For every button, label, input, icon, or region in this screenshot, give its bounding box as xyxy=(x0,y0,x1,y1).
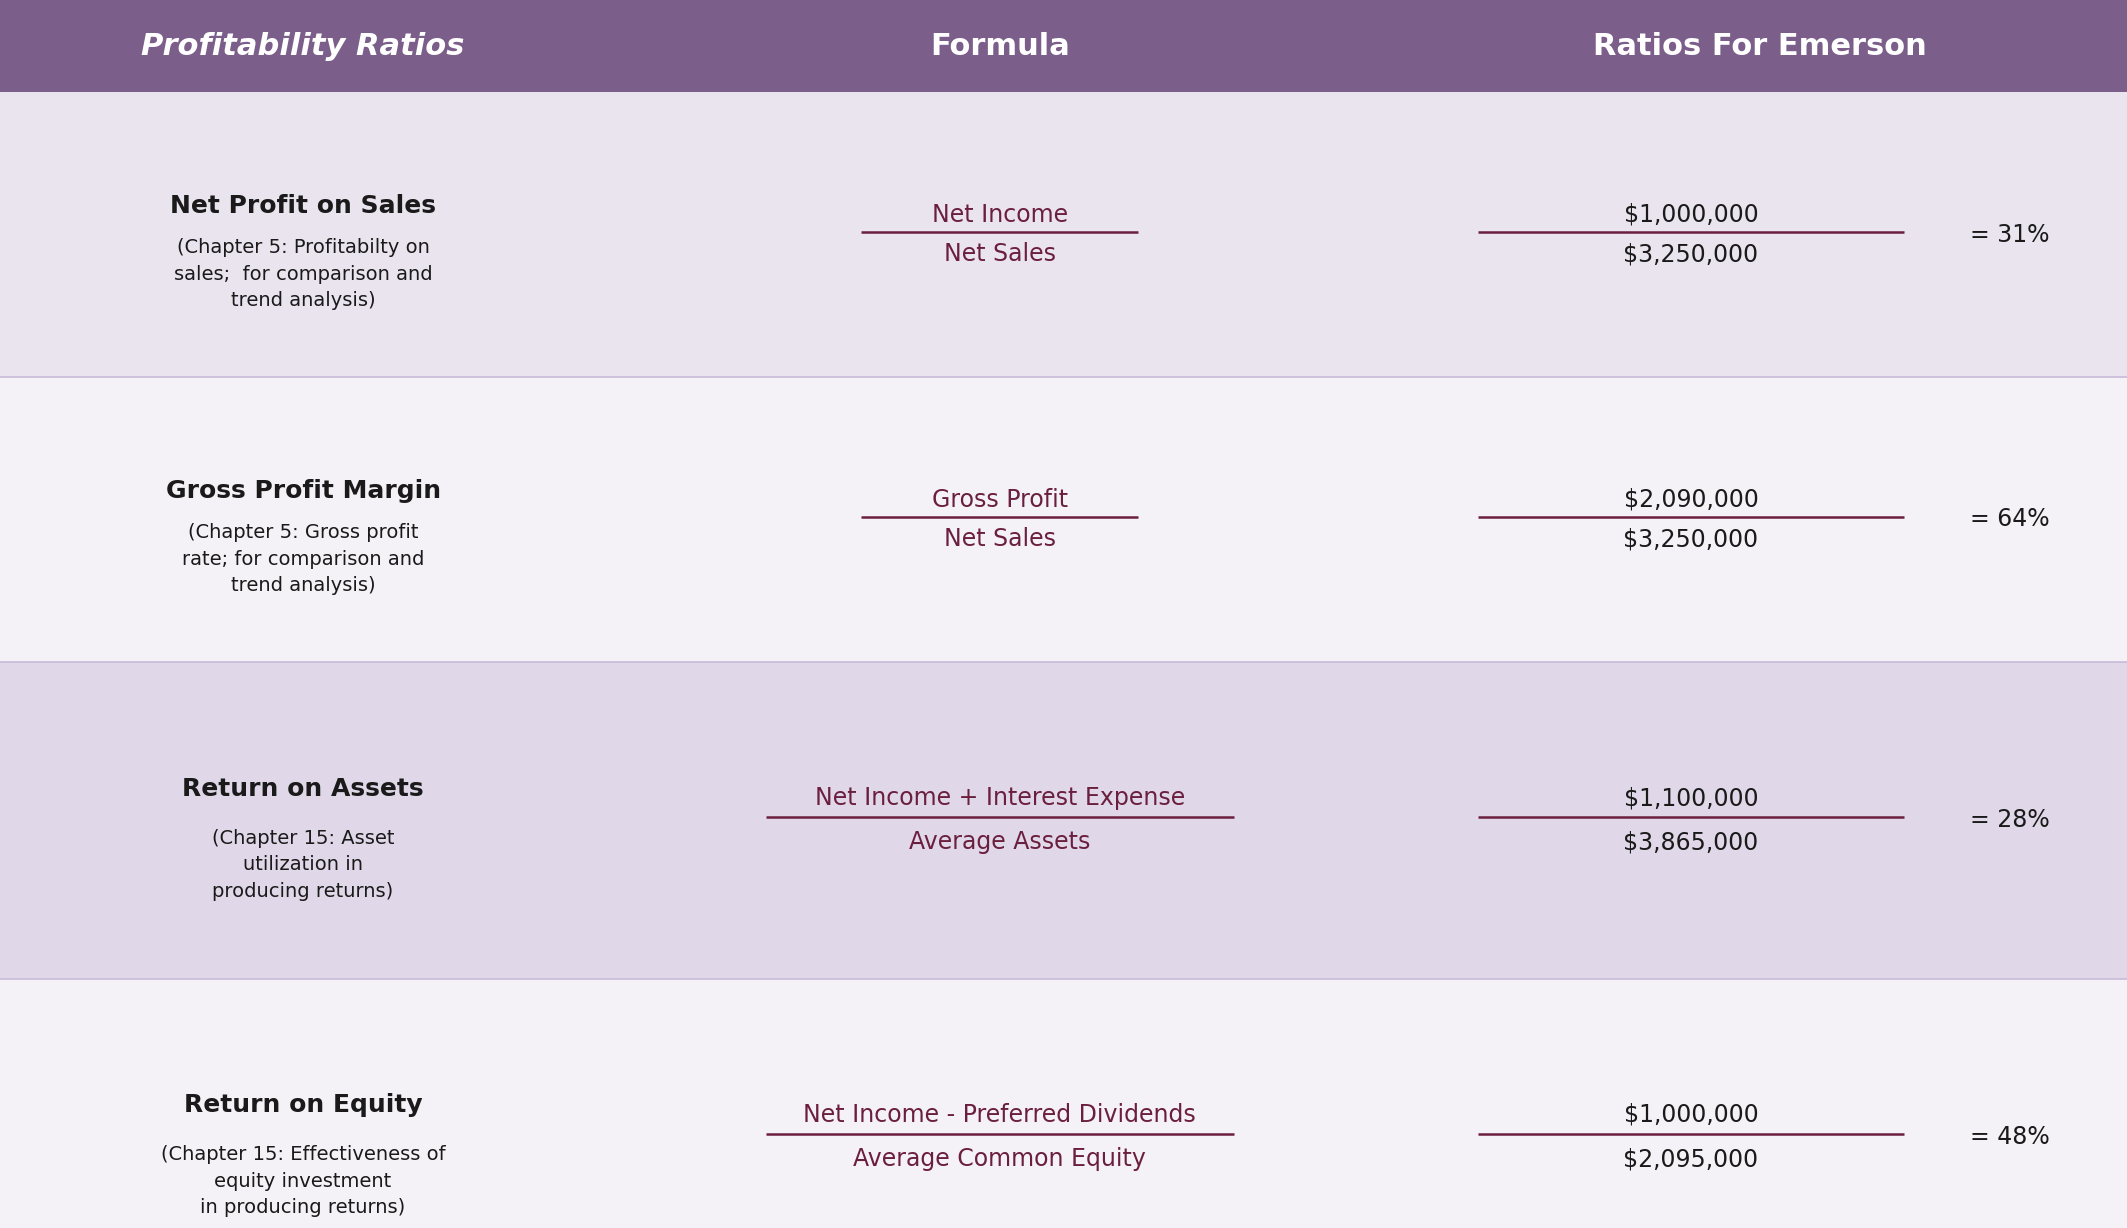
Text: $3,865,000: $3,865,000 xyxy=(1623,830,1759,855)
Text: = 48%: = 48% xyxy=(1970,1125,2050,1149)
Text: Net Sales: Net Sales xyxy=(944,527,1055,551)
Text: $1,100,000: $1,100,000 xyxy=(1623,786,1759,810)
Bar xyxy=(0,0,2127,92)
Text: Net Income + Interest Expense: Net Income + Interest Expense xyxy=(815,786,1185,810)
Bar xyxy=(0,377,2127,662)
Text: Return on Equity: Return on Equity xyxy=(183,1093,423,1117)
Text: $3,250,000: $3,250,000 xyxy=(1623,242,1759,266)
Text: (Chapter 15: Asset
utilization in
producing returns): (Chapter 15: Asset utilization in produc… xyxy=(213,829,393,900)
Text: Ratios For Emerson: Ratios For Emerson xyxy=(1593,32,1927,60)
Text: Gross Profit Margin: Gross Profit Margin xyxy=(166,479,440,503)
Text: = 28%: = 28% xyxy=(1970,808,2050,833)
Text: Gross Profit: Gross Profit xyxy=(932,488,1068,512)
Text: Formula: Formula xyxy=(929,32,1070,60)
Bar xyxy=(0,662,2127,979)
Text: = 31%: = 31% xyxy=(1970,222,2050,247)
Text: $3,250,000: $3,250,000 xyxy=(1623,527,1759,551)
Text: Average Assets: Average Assets xyxy=(908,830,1091,855)
Bar xyxy=(0,979,2127,1228)
Text: Profitability Ratios: Profitability Ratios xyxy=(140,32,466,60)
Text: Return on Assets: Return on Assets xyxy=(183,776,423,801)
Text: (Chapter 5: Gross profit
rate; for comparison and
trend analysis): (Chapter 5: Gross profit rate; for compa… xyxy=(183,523,423,596)
Text: $2,095,000: $2,095,000 xyxy=(1623,1147,1759,1172)
Text: Net Profit on Sales: Net Profit on Sales xyxy=(170,194,436,219)
Text: $1,000,000: $1,000,000 xyxy=(1623,1103,1759,1127)
Text: $1,000,000: $1,000,000 xyxy=(1623,203,1759,227)
Text: Net Income: Net Income xyxy=(932,203,1068,227)
Text: (Chapter 5: Profitabilty on
sales;  for comparison and
trend analysis): (Chapter 5: Profitabilty on sales; for c… xyxy=(174,238,432,311)
Bar xyxy=(0,92,2127,377)
Text: Average Common Equity: Average Common Equity xyxy=(853,1147,1146,1172)
Text: Net Income - Preferred Dividends: Net Income - Preferred Dividends xyxy=(804,1103,1195,1127)
Text: = 64%: = 64% xyxy=(1970,507,2050,532)
Text: (Chapter 15: Effectiveness of
equity investment
in producing returns): (Chapter 15: Effectiveness of equity inv… xyxy=(162,1146,445,1217)
Text: $2,090,000: $2,090,000 xyxy=(1623,488,1759,512)
Text: Net Sales: Net Sales xyxy=(944,242,1055,266)
